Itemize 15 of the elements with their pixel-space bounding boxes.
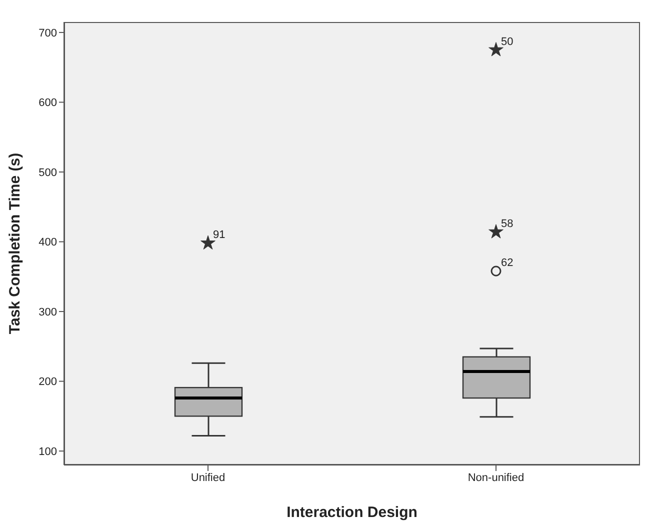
y-tick-label: 600	[38, 97, 57, 110]
y-axis-title: Task Completion Time (s)	[6, 152, 24, 334]
y-tick-label: 500	[38, 166, 57, 179]
y-tick-label: 200	[38, 376, 57, 388]
y-tick-label: 300	[38, 306, 57, 318]
annotation: 91	[213, 229, 226, 242]
annotation: 50	[501, 36, 514, 48]
x-tick-label: Non-unified	[468, 472, 524, 484]
y-tick-label: 400	[38, 236, 57, 249]
annotation: 58	[501, 218, 514, 230]
y-tick-label: 700	[38, 27, 57, 40]
y-tick-label: 100	[38, 446, 57, 458]
x-tick-label: Unified	[190, 472, 226, 484]
x-axis-title: Interaction Design	[286, 504, 418, 521]
annotation: 62	[501, 257, 514, 270]
